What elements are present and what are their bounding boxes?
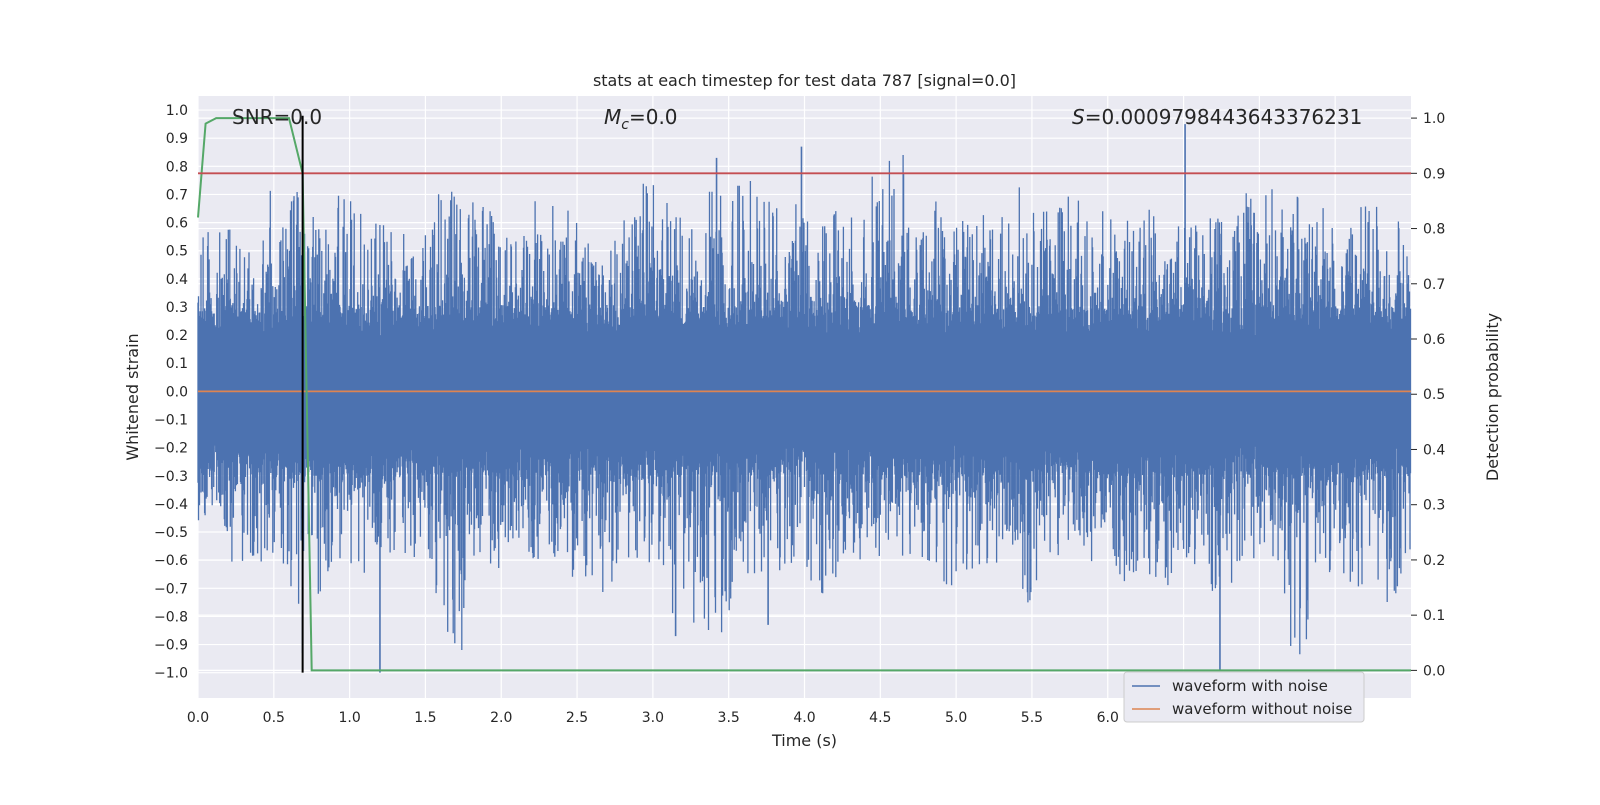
chirp-mass-subscript: c [621,117,629,133]
y-tick-label-left: −0.3 [154,469,188,485]
x-tick-label: 2.0 [490,710,512,726]
y-tick-label-right: 0.9 [1423,166,1445,182]
x-tick-label: 5.5 [1021,710,1043,726]
x-tick-label: 2.5 [566,710,588,726]
x-tick-label: 3.0 [642,710,664,726]
x-tick-label: 1.0 [338,710,360,726]
noise-waveform [197,155,1412,655]
y-tick-label-left: 0.7 [166,187,188,203]
x-tick-label: 4.5 [869,710,891,726]
y-tick-label-left: 0.8 [166,159,188,175]
chirp-mass-value: =0.0 [629,105,678,129]
x-tick-label: 3.5 [718,710,740,726]
x-tick-label: 4.0 [793,710,815,726]
legend-label-noise: waveform with noise [1172,677,1328,695]
chirp-mass-symbol: M [604,105,621,129]
y-tick-label-right: 0.4 [1423,442,1445,458]
x-tick-label: 6.0 [1097,710,1119,726]
y-tick-label-left: 0.5 [166,244,188,260]
y-tick-label-left: −0.4 [154,497,188,513]
y-tick-label-left: −0.1 [154,413,188,429]
y-tick-label-right: 1.0 [1423,111,1445,127]
chart-title: stats at each timestep for test data 787… [593,71,1016,90]
x-tick-label: 0.0 [187,710,209,726]
y-tick-label-right: 0.1 [1423,608,1445,624]
y-tick-label-left: −0.6 [154,553,188,569]
y-tick-label-left: −0.9 [154,638,188,654]
x-axis-label: Time (s) [771,731,837,750]
s-statistic-value: =0.0009798443643376231 [1085,105,1363,129]
y-tick-label-right: 0.6 [1423,332,1445,348]
y-axis-label-right: Detection probability [1483,313,1502,481]
snr-annotation: SNR=0.0 [232,105,322,129]
y-tick-label-right: 0.5 [1423,387,1445,403]
legend: waveform with noise waveform without noi… [1123,671,1365,723]
y-tick-label-left: −1.0 [154,666,188,682]
series-layer [197,124,1412,673]
y-tick-label-left: 0.6 [166,216,188,232]
x-tick-label: 0.5 [263,710,285,726]
y-tick-label-right: 0.3 [1423,498,1445,514]
y-tick-label-right: 0.8 [1423,222,1445,238]
y-tick-label-left: −0.8 [154,609,188,625]
y-tick-label-left: 0.0 [166,384,188,400]
chirp-mass-annotation: Mc=0.0 [604,105,678,133]
y-tick-label-left: 1.0 [166,103,188,119]
y-tick-label-right: 0.7 [1423,277,1445,293]
y-tick-label-left: −0.5 [154,525,188,541]
y-tick-label-left: 0.2 [166,328,188,344]
y-tick-label-left: 0.3 [166,300,188,316]
legend-box [1123,671,1365,723]
tick-labels: 0.00.51.01.52.02.53.03.54.04.55.05.56.06… [154,103,1445,726]
s-statistic-symbol: S [1072,105,1085,129]
y-tick-label-left: 0.9 [166,131,188,147]
detection-probability-line [197,117,1411,672]
x-tick-label: 5.0 [945,710,967,726]
y-tick-label-right: 0.0 [1423,663,1445,679]
x-tick-label: 1.5 [414,710,436,726]
y-tick-label-right: 0.2 [1423,553,1445,569]
y-tick-label-left: −0.2 [154,441,188,457]
y-tick-label-left: 0.4 [166,272,188,288]
legend-label-clean: waveform without noise [1172,700,1352,718]
y-tick-label-left: 0.1 [166,356,188,372]
s-statistic-annotation: S=0.0009798443643376231 [1072,105,1362,129]
y-axis-label-left: Whitened strain [123,333,142,460]
overlay-layer [197,115,1411,673]
y-tick-label-left: −0.7 [154,581,188,597]
